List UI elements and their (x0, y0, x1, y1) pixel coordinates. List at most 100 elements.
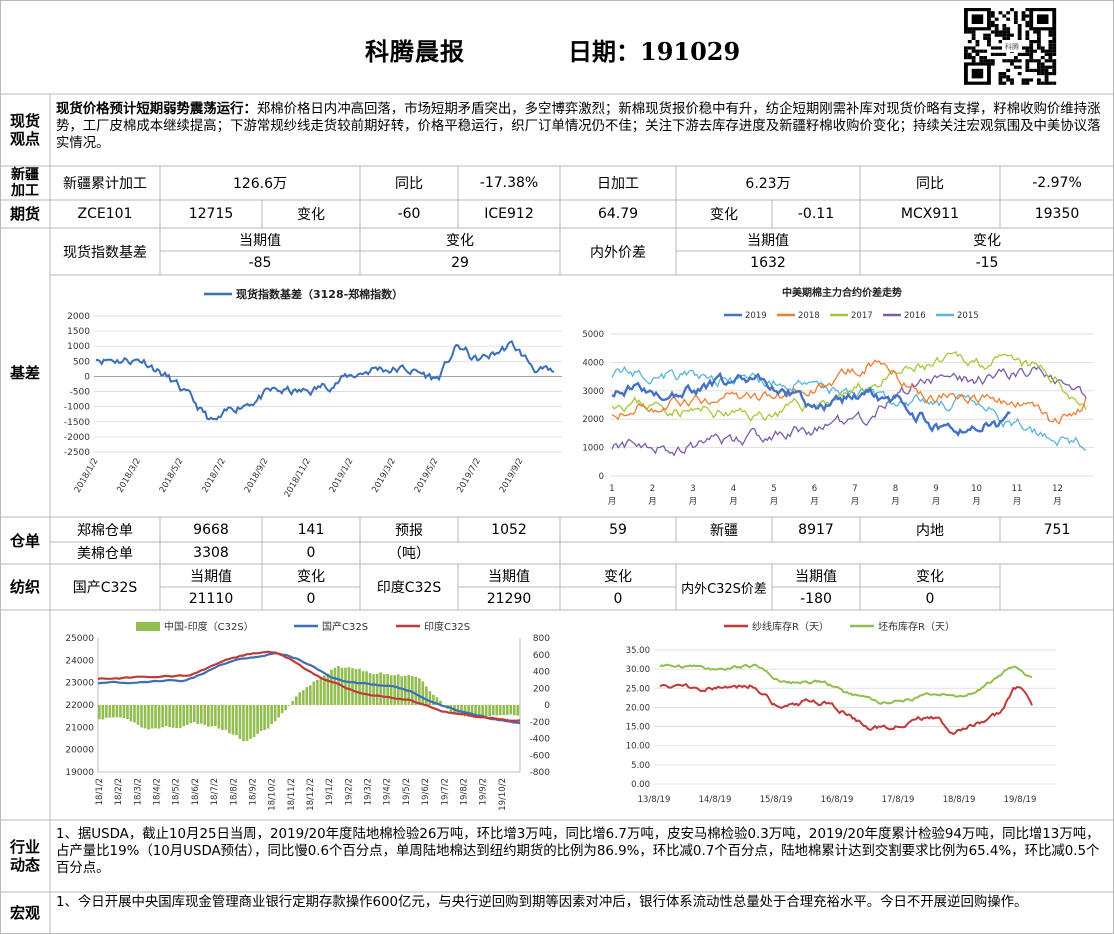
diff-bar (375, 673, 379, 705)
diff-bar (298, 692, 302, 705)
in-cur-label: 当期值 (488, 568, 530, 585)
diff-bar (351, 668, 354, 705)
x-tick-label: 9 (933, 484, 938, 494)
qr-module (994, 33, 999, 37)
diff-bar (164, 705, 168, 727)
diff-bar (171, 705, 175, 728)
qr-module (1040, 65, 1045, 69)
diff-bar (266, 705, 270, 729)
diff-bar (217, 705, 221, 729)
qr-code: 科腾 (956, 6, 1068, 88)
qr-module (983, 33, 988, 37)
qr-module (1017, 52, 1022, 56)
x-tick-label: 18/1/2 (95, 778, 105, 805)
diff-bar (358, 668, 361, 705)
x-tick-label: 19/9/2 (479, 778, 489, 805)
qr-module (1010, 81, 1014, 85)
mcx-price: 19350 (1034, 206, 1080, 222)
qr-module (987, 59, 991, 63)
diff-bar (119, 705, 122, 718)
qr-module (994, 24, 999, 28)
qr-module (990, 62, 995, 66)
qr-module (990, 20, 995, 24)
y-tick-label: 15.00 (626, 723, 650, 733)
diff-bar (418, 678, 421, 705)
qr-module (1052, 72, 1057, 76)
qr-module (1029, 52, 1034, 56)
qr-module (1013, 11, 1018, 15)
diff-bar (168, 705, 171, 728)
diff-bar (481, 705, 484, 716)
diff-bar (154, 705, 157, 729)
basis-chg-label1: 变化 (446, 232, 474, 249)
x-tick-label: 2019/7/2 (455, 457, 483, 495)
qr-module (1010, 62, 1014, 66)
diff-bar (323, 675, 326, 705)
diff-bar (488, 705, 491, 717)
qr-module (1002, 81, 1007, 85)
qr-module (1002, 36, 1007, 40)
qr-module (1025, 78, 1030, 82)
qr-module (998, 40, 1003, 44)
qr-module (1040, 49, 1045, 53)
xj-cum-value: 126.6万 (232, 176, 288, 192)
qr-module (979, 59, 984, 63)
section-label-macro: 宏观 (9, 904, 40, 922)
diff-c32s-chg: 0 (925, 590, 935, 607)
x-tick-unit: 月 (810, 497, 819, 507)
spread-series-line (611, 365, 1087, 451)
diff-bar (379, 672, 382, 705)
diff-bar (495, 705, 499, 716)
date-label: 日期： (568, 37, 640, 66)
qr-module (1036, 68, 1041, 72)
qr-module (967, 40, 972, 44)
y-tick-label: 5000 (582, 330, 604, 340)
y-right-tick-label: -800 (530, 768, 551, 778)
qr-module (1006, 75, 1011, 79)
y-left-tick-label: 20000 (65, 746, 94, 756)
diff-bar (235, 705, 238, 736)
diff-bar (516, 705, 520, 716)
diff-bar (460, 705, 463, 716)
diff-bar (175, 705, 179, 729)
section-label-warehouse: 仓单 (9, 531, 40, 550)
x-tick-label: 16/8/19 (821, 795, 854, 805)
section-label-basis: 基差 (9, 363, 40, 382)
qr-module (994, 30, 999, 34)
diff-bar (428, 691, 432, 705)
qr-module (1025, 24, 1030, 28)
y-tick-label: 1000 (67, 342, 90, 352)
diff-bar (256, 705, 259, 734)
x-tick-unit: 月 (770, 497, 779, 507)
x-tick-label: 2 (650, 484, 655, 494)
qr-module (1017, 24, 1022, 28)
diff-bar (505, 705, 509, 716)
qr-module (1044, 68, 1049, 72)
report-title: 科腾晨报 (365, 37, 465, 66)
diff-bar (470, 705, 474, 716)
legend-label: 印度C32S (424, 620, 470, 633)
qr-module (971, 49, 976, 53)
y-tick-label: 5.00 (631, 761, 650, 771)
diff-label: 内外价差 (590, 244, 646, 261)
y-tick-label: 30.00 (626, 665, 650, 675)
y-tick-label: 20.00 (626, 703, 650, 713)
diff-bar (372, 674, 375, 705)
qr-module (1033, 40, 1037, 44)
qr-module (998, 30, 1003, 34)
qr-module (1036, 81, 1041, 85)
diff-bar (182, 705, 186, 727)
qr-module (1006, 36, 1011, 40)
qr-module (1036, 43, 1041, 47)
qr-module (1052, 62, 1057, 66)
basis-chg-value1: 29 (451, 255, 469, 271)
qr-module (1002, 24, 1007, 28)
x-tick-label: 19/10/2 (498, 778, 508, 811)
qr-module (987, 40, 991, 44)
x-tick-label: 18/11/2 (287, 778, 297, 811)
x-tick-unit: 月 (1013, 497, 1022, 507)
qr-module (994, 52, 999, 56)
diff-bar (316, 679, 319, 705)
diff-bar (509, 705, 513, 715)
qr-finder (1036, 14, 1049, 24)
